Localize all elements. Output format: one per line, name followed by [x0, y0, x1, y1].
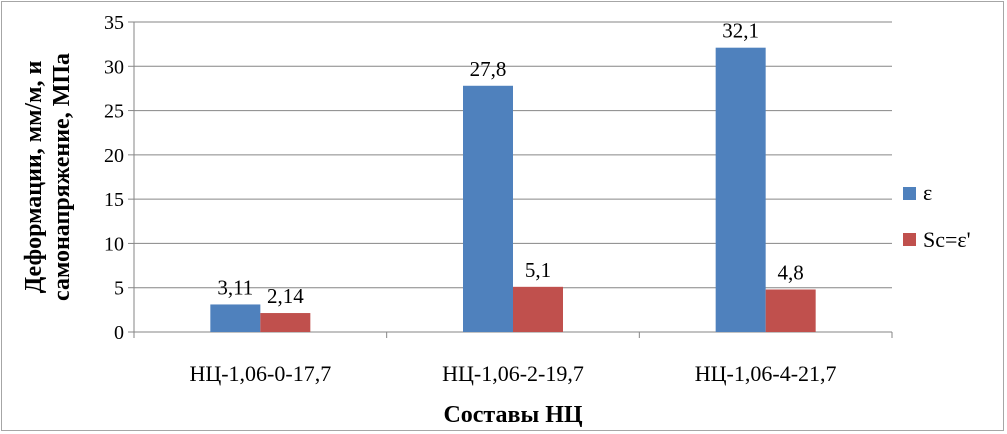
- x-category-label: НЦ-1,06-4-21,7: [695, 361, 837, 386]
- x-category-label: НЦ-1,06-2-19,7: [442, 361, 584, 386]
- y-tick-label: 20: [104, 145, 124, 167]
- bar-epsilon: [715, 47, 766, 332]
- y-tick-label: 15: [104, 189, 124, 211]
- bar-sc: [765, 289, 816, 332]
- bar-sc: [513, 286, 563, 332]
- category-labels: НЦ-1,06-0-17,7 НЦ-1,06-2-19,7 НЦ-1,06-4-21…: [133, 332, 893, 386]
- data-label: 32,1: [722, 19, 759, 43]
- data-label: 4,8: [778, 260, 804, 284]
- x-category-label: НЦ-1,06-0-17,7: [189, 361, 331, 386]
- y-tick-label: 5: [114, 278, 124, 300]
- bar-sc: [260, 313, 311, 332]
- legend-label-epsilon: ε: [923, 180, 932, 205]
- legend-swatch-epsilon: [903, 187, 916, 200]
- data-labels: 3,11 2,14 27,8 5,1 32,1 4,8: [217, 19, 803, 308]
- y-axis-title-line-2: самонапряжение, МПа: [49, 53, 75, 301]
- x-axis-title: Составы НЦ: [443, 402, 582, 428]
- bar-epsilon: [463, 85, 513, 333]
- y-tick-label: 25: [104, 101, 124, 123]
- y-tick-label: 35: [104, 12, 124, 34]
- bar-epsilon: [210, 304, 261, 332]
- legend: ε Sc=ε': [903, 180, 971, 252]
- y-axis-title: Деформации, мм/м, и самонапряжение, МПа: [21, 53, 75, 301]
- legend-swatch-sc: [903, 233, 916, 246]
- data-label: 3,11: [217, 275, 253, 299]
- data-label: 2,14: [267, 284, 304, 308]
- data-label: 27,8: [470, 57, 507, 81]
- y-axis-title-line-1: Деформации, мм/м, и: [21, 61, 47, 294]
- y-axis-ticks: 0 5 10 15 20 25 30 35: [104, 12, 134, 344]
- y-tick-label: 30: [104, 56, 124, 78]
- legend-label-sc: Sc=ε': [923, 227, 971, 252]
- data-label: 5,1: [525, 258, 551, 282]
- bars: [210, 47, 816, 333]
- y-tick-label: 10: [104, 233, 124, 255]
- y-tick-label: 0: [114, 322, 124, 344]
